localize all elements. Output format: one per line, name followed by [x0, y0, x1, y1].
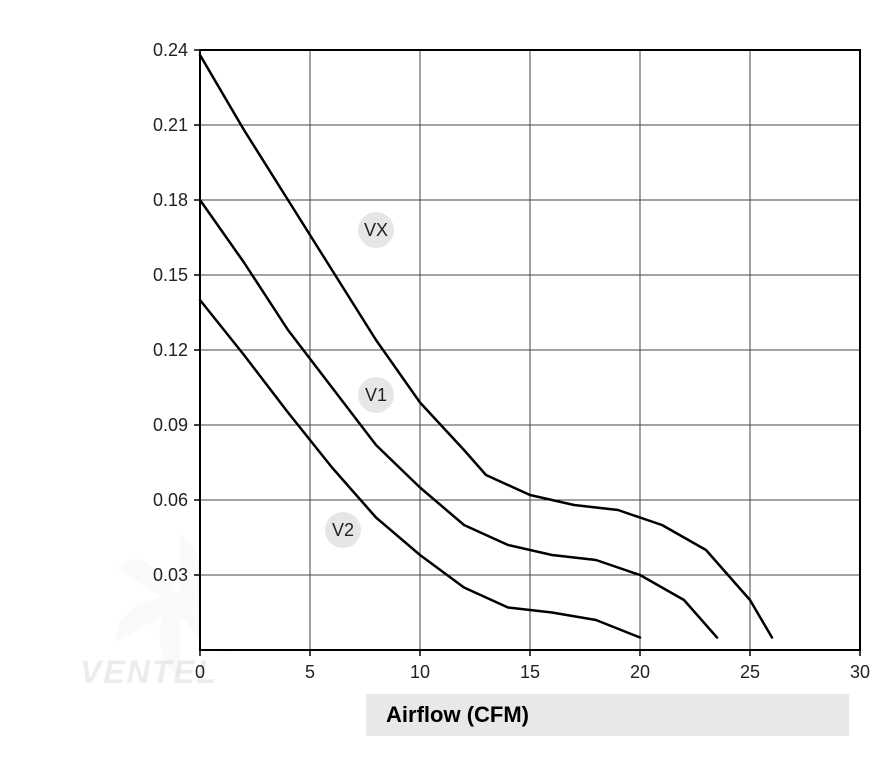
y-tick-label: 0.24 — [153, 40, 188, 60]
x-tick-label: 25 — [740, 662, 760, 682]
series-label-VX: VX — [364, 220, 388, 240]
y-tick-label: 0.09 — [153, 415, 188, 435]
x-tick-label: 20 — [630, 662, 650, 682]
fan-curve-chart: Static Pressure (Inch-H2O) VENTEL 051015… — [20, 20, 889, 751]
plot-svg: 0510152025300.030.060.090.120.150.180.21… — [200, 50, 860, 690]
x-tick-label: 10 — [410, 662, 430, 682]
y-tick-label: 0.18 — [153, 190, 188, 210]
x-tick-label: 0 — [195, 662, 205, 682]
x-tick-label: 5 — [305, 662, 315, 682]
x-tick-label: 30 — [850, 662, 870, 682]
y-tick-label: 0.21 — [153, 115, 188, 135]
x-tick-label: 15 — [520, 662, 540, 682]
x-axis-label: Airflow (CFM) — [366, 694, 849, 736]
y-tick-label: 0.12 — [153, 340, 188, 360]
plot-area: 0510152025300.030.060.090.120.150.180.21… — [200, 50, 860, 650]
y-tick-label: 0.15 — [153, 265, 188, 285]
y-tick-label: 0.03 — [153, 565, 188, 585]
y-tick-label: 0.06 — [153, 490, 188, 510]
series-label-V1: V1 — [365, 385, 387, 405]
series-label-V2: V2 — [332, 520, 354, 540]
